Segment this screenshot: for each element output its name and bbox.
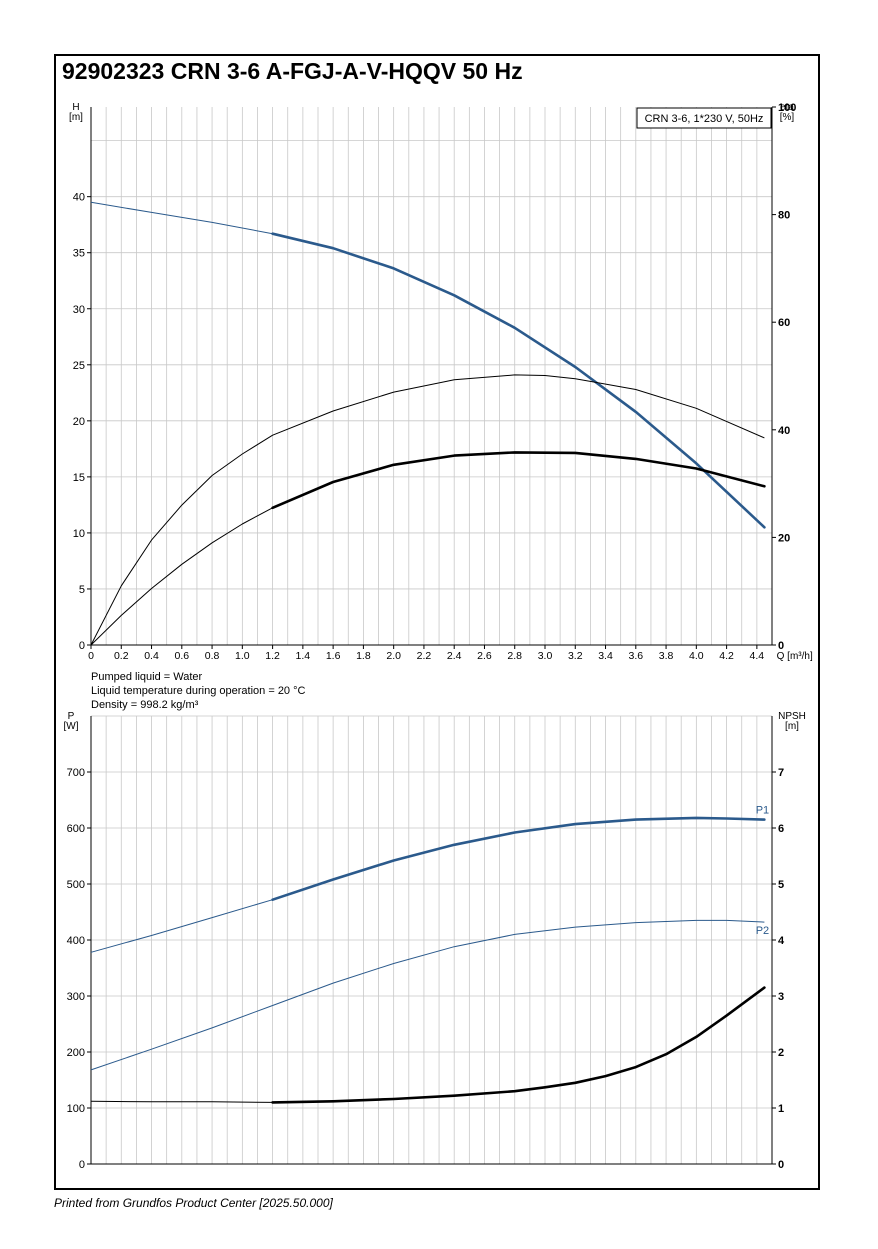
y-tick-label-left: 0 [79, 640, 85, 652]
y-axis-label-right: eta [780, 102, 794, 113]
x-tick-label: 0.8 [205, 650, 220, 662]
x-tick-label: 3.2 [568, 650, 583, 662]
x-tick-label: 3.4 [598, 650, 613, 662]
series-line [90, 987, 765, 1103]
y-tick-label-right: 0 [778, 640, 784, 652]
y-axis-label-left: P [68, 711, 75, 722]
x-tick-label: 2.8 [507, 650, 522, 662]
y-tick-label-left: 700 [67, 767, 85, 779]
x-tick-label: 2.0 [386, 650, 401, 662]
y-tick-label-left: 10 [73, 528, 85, 540]
y-tick-label-right: 2 [778, 1047, 784, 1059]
y-tick-label-left: 400 [67, 935, 85, 947]
series-label: P2 [756, 925, 769, 937]
y-tick-label-left: 500 [67, 879, 85, 891]
y-tick-label-right: 6 [778, 823, 784, 835]
legend-box-label: CRN 3-6, 1*230 V, 50Hz [645, 113, 764, 125]
y-tick-label-left: 20 [73, 416, 85, 428]
series-line [90, 817, 765, 953]
x-tick-label: 2.2 [417, 650, 432, 662]
y-tick-label-right: 5 [778, 879, 784, 891]
y-tick-label-right: 3 [778, 991, 784, 1003]
y-tick-label-right: 100 [778, 102, 796, 114]
x-tick-label: 1.4 [296, 650, 311, 662]
chart-frame [54, 54, 820, 1190]
footer-text: Printed from Grundfos Product Center [20… [54, 1196, 333, 1210]
info-liquid-temperature: Liquid temperature during operation = 20… [91, 685, 306, 697]
page-title: 92902323 CRN 3-6 A-FGJ-A-V-HQQV 50 Hz [62, 58, 523, 84]
y-tick-label-right: 1 [778, 1103, 784, 1115]
y-axis-label-right: [m] [785, 721, 799, 732]
x-tick-label: 0.6 [174, 650, 189, 662]
y-tick-label-left: 15 [73, 472, 85, 484]
x-tick-label: 4.4 [750, 650, 765, 662]
y-tick-label-left: 40 [73, 192, 85, 204]
x-axis-label: Q [m³/h] [777, 651, 813, 662]
y-tick-label-left: 200 [67, 1047, 85, 1059]
series-line-bold [271, 232, 766, 529]
y-tick-label-left: 30 [73, 304, 85, 316]
x-tick-label: 1.0 [235, 650, 250, 662]
y-tick-label-right: 20 [778, 532, 790, 544]
y-tick-label-left: 25 [73, 360, 85, 372]
y-axis-label-right: NPSH [778, 711, 806, 722]
y-tick-label-right: 60 [778, 317, 790, 329]
y-axis-label-right: [%] [780, 112, 795, 123]
x-tick-label: 2.6 [477, 650, 492, 662]
legend-box [636, 107, 772, 129]
series-line-bold [271, 451, 766, 510]
x-tick-label: 2.4 [447, 650, 462, 662]
y-tick-label-left: 35 [73, 248, 85, 260]
series-line [90, 919, 765, 1071]
y-tick-label-left: 100 [67, 1103, 85, 1115]
info-density: Density = 998.2 kg/m³ [91, 699, 199, 711]
y-tick-label-left: 300 [67, 991, 85, 1003]
y-axis-label-left: [m] [69, 112, 83, 123]
y-axis-label-left: [W] [64, 721, 79, 732]
series-line [90, 451, 765, 646]
x-tick-label: 1.8 [356, 650, 371, 662]
x-tick-label: 4.2 [719, 650, 734, 662]
y-tick-label-left: 0 [79, 1159, 85, 1171]
y-tick-label-right: 4 [778, 935, 785, 947]
y-tick-label-right: 7 [778, 767, 784, 779]
series-line [90, 374, 765, 646]
y-axis-label-left: H [72, 102, 79, 113]
y-tick-label-left: 600 [67, 823, 85, 835]
x-tick-label: 3.0 [538, 650, 553, 662]
y-tick-label-left: 5 [79, 584, 85, 596]
x-tick-label: 3.8 [659, 650, 674, 662]
series-line-bold [271, 986, 766, 1104]
info-pumped-liquid: Pumped liquid = Water [91, 671, 203, 683]
x-tick-label: 1.6 [326, 650, 341, 662]
x-tick-label: 3.6 [628, 650, 643, 662]
series-line-bold [271, 816, 766, 902]
x-tick-label: 0.2 [114, 650, 129, 662]
y-tick-label-right: 40 [778, 425, 790, 437]
series-label: P1 [756, 805, 769, 817]
y-tick-label-right: 80 [778, 210, 790, 222]
x-tick-label: 0.4 [144, 650, 159, 662]
y-tick-label-right: 0 [778, 1159, 784, 1171]
x-tick-label: 0 [88, 650, 94, 662]
x-tick-label: 4.0 [689, 650, 704, 662]
x-tick-label: 1.2 [265, 650, 280, 662]
